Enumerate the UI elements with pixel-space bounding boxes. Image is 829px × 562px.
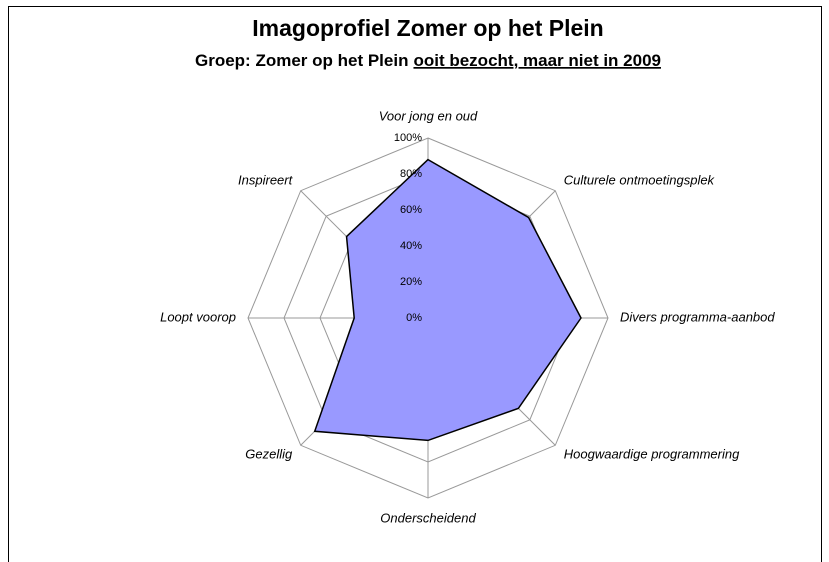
chart-subtitle: Groep: Zomer op het Plein ooit bezocht, m… (195, 51, 661, 70)
category-label: Voor jong en oud (379, 108, 478, 123)
subtitle-part: Groep: Zomer op het Plein (195, 51, 408, 70)
category-label: Inspireert (238, 172, 294, 187)
r-tick-label: 0% (406, 312, 422, 324)
category-label: Onderscheidend (380, 510, 476, 525)
chart-frame (8, 6, 822, 562)
category-label: Gezellig (245, 447, 293, 462)
r-tick-label: 20% (400, 276, 422, 288)
category-label: Hoogwaardige programmering (564, 447, 740, 462)
chart-title: Imagoprofiel Zomer op het Plein (252, 15, 603, 41)
r-tick-label: 60% (400, 204, 422, 216)
r-tick-label: 100% (394, 132, 422, 144)
subtitle-part: ooit bezocht, maar niet in 2009 (413, 51, 661, 70)
r-tick-label: 40% (400, 240, 422, 252)
category-label: Loopt voorop (160, 309, 236, 324)
r-tick-label: 80% (400, 168, 422, 180)
data-area (313, 158, 582, 442)
category-label: Culturele ontmoetingsplek (564, 172, 716, 187)
category-label: Divers programma-aanbod (620, 309, 775, 324)
